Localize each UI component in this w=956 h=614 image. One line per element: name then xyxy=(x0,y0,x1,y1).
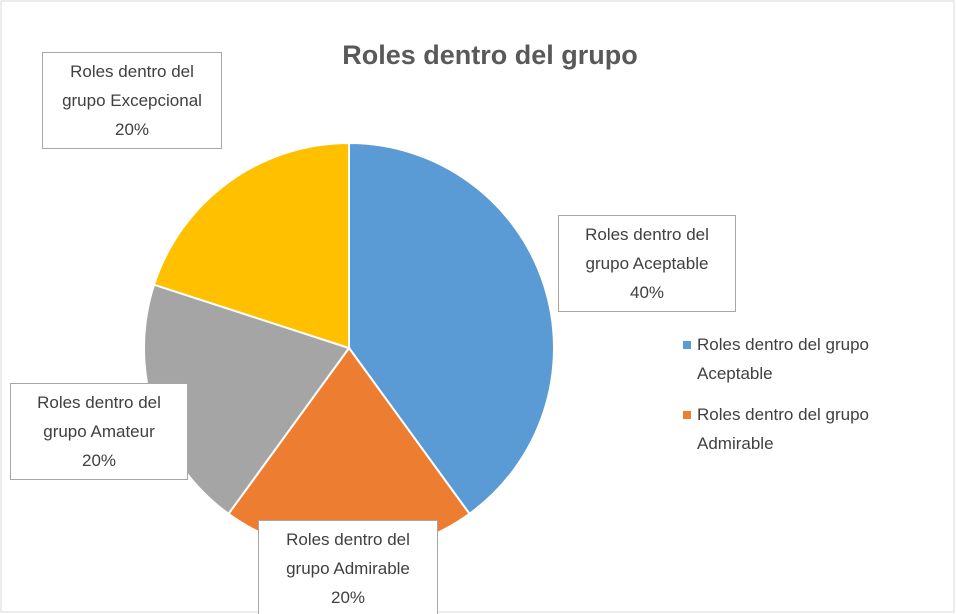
legend-key xyxy=(683,341,691,349)
pie-slice xyxy=(152,141,350,350)
pie-slice xyxy=(348,141,555,516)
data-label-category: Roles dentro del grupo Amateur xyxy=(37,393,161,441)
data-label: Roles dentro del grupo Admirable 20% xyxy=(258,520,438,614)
data-label-value: 20% xyxy=(81,451,117,470)
data-label-category: Roles dentro del grupo Aceptable xyxy=(585,225,709,273)
legend-label: Roles dentro del grupo Aceptable xyxy=(697,335,870,383)
legend-key xyxy=(683,411,691,419)
data-label-value: 20% xyxy=(114,120,150,139)
data-label: Roles dentro del grupo Amateur 20% xyxy=(10,383,188,480)
data-label-value: 40% xyxy=(629,283,665,302)
data-label-category: Roles dentro del grupo Admirable xyxy=(286,530,410,578)
data-label-value: 20% xyxy=(330,588,366,607)
legend-entry: Roles dentro del grupo Aceptable xyxy=(683,330,933,388)
legend-label: Roles dentro del grupo Admirable xyxy=(697,405,870,453)
data-label: Roles dentro del grupo Aceptable 40% xyxy=(558,215,736,312)
legend-entry: Roles dentro del grupo Admirable xyxy=(683,400,933,458)
data-label: Roles dentro del grupo Excepcional 20% xyxy=(42,52,222,149)
chart-title: Roles dentro del grupo xyxy=(342,40,638,70)
data-label-category: Roles dentro del grupo Excepcional xyxy=(62,62,202,110)
